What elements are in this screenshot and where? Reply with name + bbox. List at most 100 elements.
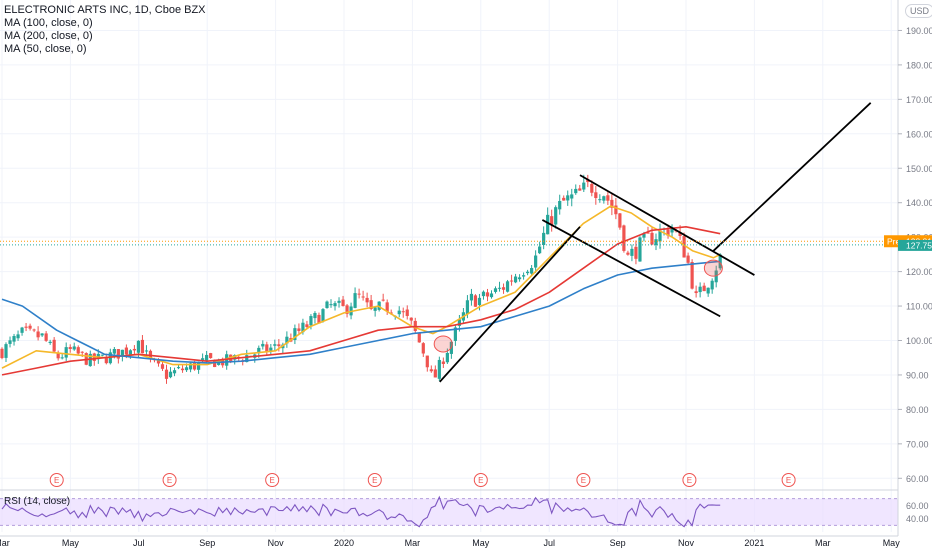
candle-body xyxy=(526,271,530,274)
price-tick-label[interactable]: 100.00 xyxy=(906,336,932,346)
time-tick-label[interactable]: Sep xyxy=(610,538,626,548)
ma200-line[interactable] xyxy=(1,260,721,364)
ma100-legend[interactable]: MA (100, close, 0) xyxy=(4,17,93,29)
time-tick-label[interactable]: Jul xyxy=(133,538,145,548)
candle-body xyxy=(477,297,482,306)
rsi-tick-label[interactable]: 40.00 xyxy=(906,514,929,524)
candle-body xyxy=(64,347,68,358)
candle-body xyxy=(68,347,72,349)
price-tick-label[interactable]: 160.00 xyxy=(906,129,932,139)
candle-body xyxy=(192,362,197,370)
earnings-marker[interactable]: E xyxy=(367,473,382,487)
time-axis[interactable]: Mar May Jul Sep Nov 2020 Mar May Jul Sep Nov 2021 Ma… xyxy=(0,535,901,548)
annotations xyxy=(0,102,898,383)
last-price-tag xyxy=(898,239,932,251)
candle-body xyxy=(706,287,710,294)
candle-body xyxy=(598,199,602,201)
price-tick-label[interactable]: 180.00 xyxy=(906,60,932,70)
ma100-line[interactable] xyxy=(1,226,721,376)
moving-averages xyxy=(1,205,721,376)
rsi-legend[interactable]: RSI (14, close) xyxy=(4,496,71,507)
time-tick-label[interactable]: Mar xyxy=(815,538,831,548)
earnings-marker[interactable]: E xyxy=(473,473,488,487)
candle-body xyxy=(521,275,526,277)
price-tick-label[interactable]: 70.00 xyxy=(906,439,929,449)
candle-body xyxy=(453,327,457,341)
candle-body xyxy=(8,340,12,344)
price-tick-label[interactable]: 120.00 xyxy=(906,267,932,277)
earnings-marker[interactable]: E xyxy=(162,473,177,487)
price-axis[interactable]: 60.0070.0080.0090.00100.00110.00120.0013… xyxy=(897,0,932,536)
earnings-marker[interactable]: E xyxy=(682,473,697,487)
rsi-tick-label[interactable]: 60.00 xyxy=(906,501,929,511)
time-tick-label[interactable]: Mar xyxy=(405,538,421,548)
time-tick-label[interactable]: Sep xyxy=(199,538,215,548)
earnings-label: E xyxy=(581,476,586,485)
candle-body xyxy=(497,287,502,289)
earnings-marker[interactable]: E xyxy=(265,473,280,487)
candle-body xyxy=(297,328,301,331)
candle-body xyxy=(690,262,694,289)
time-tick-label[interactable]: May xyxy=(883,538,901,548)
candle-body xyxy=(160,364,165,369)
candle-body xyxy=(197,361,201,370)
ma50-legend[interactable]: MA (50, close, 0) xyxy=(4,43,87,55)
price-tick-label[interactable]: 170.00 xyxy=(906,95,932,105)
candle-body xyxy=(12,336,16,342)
candle-body xyxy=(618,213,622,228)
rsi-line[interactable] xyxy=(1,495,721,528)
time-tick-label[interactable]: Jul xyxy=(543,538,555,548)
candle-body xyxy=(257,347,261,354)
candle-body xyxy=(473,295,478,307)
trend-line[interactable] xyxy=(712,102,872,252)
trend-line[interactable] xyxy=(439,226,581,383)
highlight-ellipse[interactable] xyxy=(433,335,453,353)
price-tick-label[interactable]: 90.00 xyxy=(906,370,929,380)
time-tick-label[interactable]: Nov xyxy=(678,538,695,548)
candle-body xyxy=(558,200,562,210)
candle-body xyxy=(201,358,205,360)
currency-badge[interactable]: USD xyxy=(905,4,932,18)
candle-body xyxy=(493,288,498,292)
earnings-marker[interactable]: E xyxy=(49,473,64,487)
candle-body xyxy=(112,348,116,354)
time-tick-label[interactable]: 2021 xyxy=(744,538,764,548)
candle-body xyxy=(409,317,413,321)
time-tick-label[interactable]: May xyxy=(472,538,490,548)
earnings-marker[interactable]: E xyxy=(781,473,796,487)
symbol-title[interactable]: ELECTRONIC ARTS INC, 1D, Cboe BZX xyxy=(4,4,206,16)
price-tags: Pre128.81127.75 xyxy=(884,235,932,251)
time-tick-label[interactable]: 2020 xyxy=(334,538,354,548)
price-tick-label[interactable]: 110.00 xyxy=(906,302,932,312)
candle-body xyxy=(104,356,108,364)
ma200-legend[interactable]: MA (200, close, 0) xyxy=(4,30,93,42)
candle-body xyxy=(578,188,582,191)
price-tick-label[interactable]: 150.00 xyxy=(906,164,932,174)
price-tick-label[interactable]: 80.00 xyxy=(906,405,929,415)
earnings-marker[interactable]: E xyxy=(576,473,591,487)
candle-body xyxy=(24,326,28,328)
last-tag-value: 127.75 xyxy=(906,240,932,250)
candle-body xyxy=(694,291,698,294)
trend-line[interactable] xyxy=(541,219,721,318)
trend-line[interactable] xyxy=(579,174,755,276)
candle-body xyxy=(233,355,237,360)
time-tick-label[interactable]: May xyxy=(62,538,80,548)
highlight-ellipse[interactable] xyxy=(703,259,723,277)
ma50-line[interactable] xyxy=(1,205,721,369)
candle-body xyxy=(658,230,662,242)
price-tick-label[interactable]: 190.00 xyxy=(906,26,932,36)
price-tick-label[interactable]: 140.00 xyxy=(906,198,932,208)
candle-body xyxy=(269,347,273,351)
candle-body xyxy=(546,214,550,235)
earnings-circle xyxy=(49,473,64,487)
time-tick-label[interactable]: Nov xyxy=(268,538,285,548)
price-tick-label[interactable]: 60.00 xyxy=(906,474,929,484)
candle-body xyxy=(550,216,554,225)
candle-body xyxy=(44,333,48,341)
candle-body xyxy=(116,349,120,359)
time-tick-label[interactable]: Mar xyxy=(0,538,10,548)
candle-body xyxy=(168,371,173,378)
